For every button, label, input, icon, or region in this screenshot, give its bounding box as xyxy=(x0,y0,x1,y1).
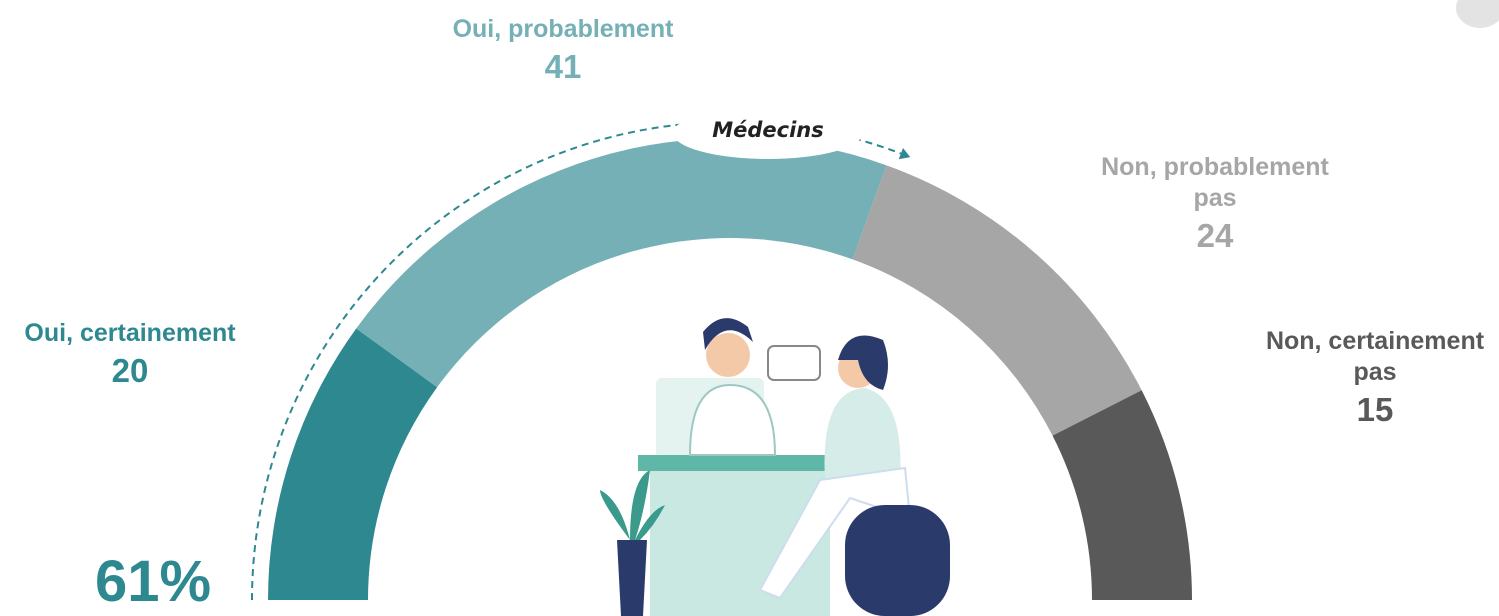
category-label: Non, certainement pas xyxy=(1265,327,1485,386)
annotation: Médecins xyxy=(712,118,824,142)
category-label: Non, probablement pas xyxy=(1101,153,1329,212)
value-label: 41 xyxy=(544,48,582,85)
category-label: Oui, certainement xyxy=(24,319,236,347)
annotation-bubble xyxy=(673,107,863,159)
value-label: 20 xyxy=(111,352,149,389)
summary-label: 61% xyxy=(95,549,212,614)
segment-label: Non, probablement pas 24 xyxy=(1080,152,1350,258)
segment-label: Oui, probablement 41 xyxy=(440,14,686,89)
value-label: 15 xyxy=(1356,391,1394,428)
segment-label: Non, certainement pas 15 xyxy=(1250,326,1499,432)
donut-segment xyxy=(1052,390,1192,600)
annotation-arrowhead xyxy=(898,147,911,160)
donut-segment xyxy=(356,137,887,388)
illustration xyxy=(600,318,950,616)
segment-label: Oui, certainement 20 xyxy=(20,318,240,393)
category-label: Oui, probablement xyxy=(452,15,674,43)
value-label: 24 xyxy=(1196,217,1234,254)
corner-decoration xyxy=(1456,0,1499,28)
donut-segment xyxy=(268,328,438,600)
donut-segment xyxy=(852,165,1142,436)
